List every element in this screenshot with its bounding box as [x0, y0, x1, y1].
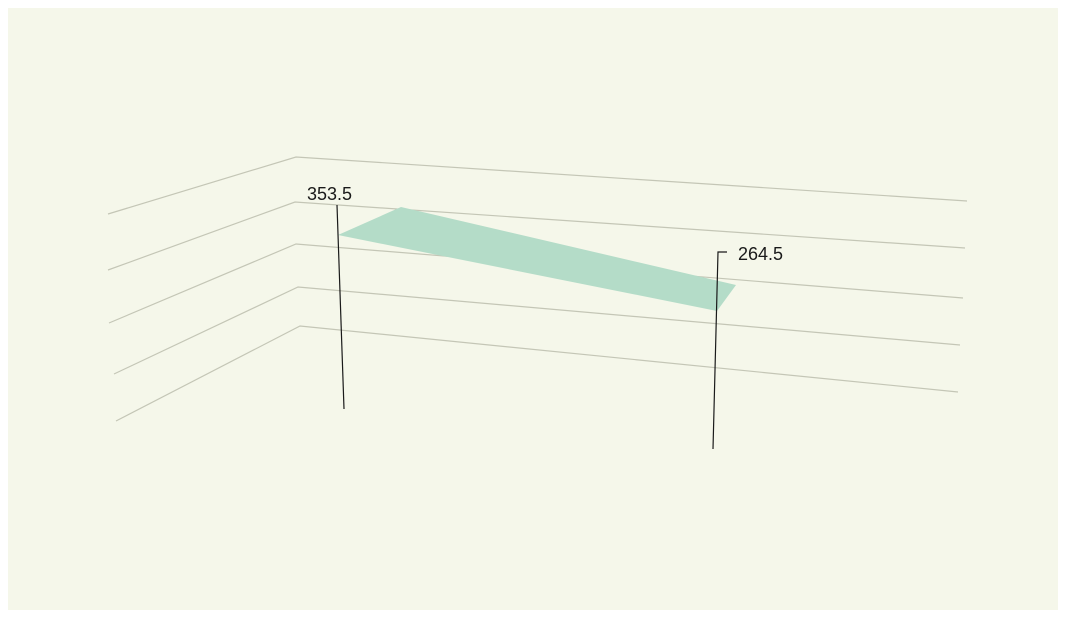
data-label-leader-2: [712, 251, 727, 450]
chart-background: [8, 8, 1058, 610]
chart-panel: 353.5 264.5: [8, 8, 1058, 610]
gridline-5: [115, 325, 959, 422]
data-label-1: 353.5: [307, 184, 352, 204]
gridline-4: [113, 286, 961, 375]
gridlines: [107, 156, 968, 422]
gridline-3: [108, 243, 964, 324]
data-labels: 353.5 264.5: [307, 184, 783, 450]
gridline-2: [107, 201, 966, 271]
chart-3d-area: 353.5 264.5: [8, 8, 1058, 610]
data-label-2: 264.5: [738, 244, 783, 264]
series-band: [338, 207, 736, 311]
series-band-layer: [338, 207, 736, 311]
gridline-1: [107, 156, 968, 215]
data-label-leader-1: [336, 204, 345, 410]
